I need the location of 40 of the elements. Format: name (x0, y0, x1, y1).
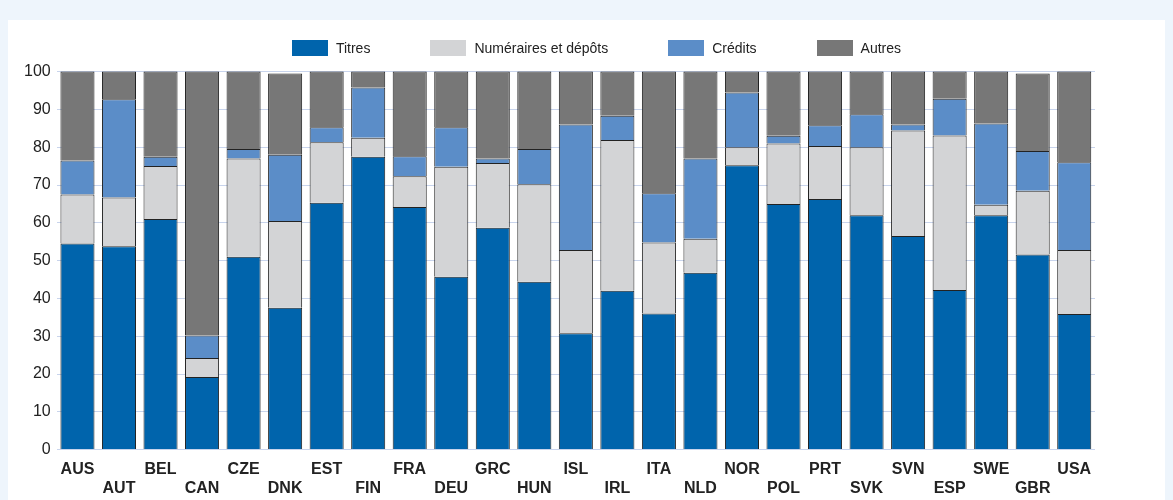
x-tick-label: HUN (516, 478, 552, 496)
y-tick-label: 90 (32, 99, 51, 117)
legend-label: Titres (335, 40, 371, 56)
x-tick-label: CZE (227, 459, 260, 477)
x-tick-label: EST (311, 459, 343, 477)
x-tick-label: DNK (267, 478, 303, 496)
y-tick-label: 30 (32, 326, 51, 344)
x-tick-label: AUT (102, 478, 136, 496)
y-tick-label: 60 (32, 213, 51, 231)
x-tick-label: NLD (684, 478, 717, 496)
x-tick-label: POL (767, 478, 801, 496)
x-tick-label: CAN (184, 478, 220, 496)
x-tick-label: AUS (60, 459, 95, 477)
x-tick-label: PRT (809, 459, 842, 477)
x-tick-label: BEL (144, 459, 177, 477)
legend-label: Autres (860, 40, 902, 56)
y-tick-label: 100 (23, 62, 51, 80)
x-tick-label: USA (1057, 459, 1092, 477)
x-tick-label: FRA (393, 459, 427, 477)
legend-label: Crédits (712, 40, 757, 56)
x-tick-label: NOR (724, 459, 761, 477)
x-tick-label: ISL (563, 459, 589, 477)
x-tick-label: SWE (972, 459, 1010, 477)
y-tick-label: 80 (32, 137, 51, 155)
legend-label: Numéraires et dépôts (474, 40, 609, 56)
y-tick-label: 0 (41, 440, 51, 458)
x-tick-label: SVN (891, 459, 925, 477)
x-tick-label: GRC (475, 459, 511, 477)
y-tick-label: 20 (32, 364, 51, 382)
y-tick-label: 70 (32, 175, 51, 193)
y-tick-label: 40 (32, 288, 51, 306)
x-tick-label: FIN (355, 478, 382, 496)
x-tick-label: GBR (1014, 478, 1051, 496)
x-tick-label: SVK (850, 478, 884, 496)
x-tick-label: ITA (646, 459, 672, 477)
x-tick-label: ESP (933, 478, 966, 496)
y-tick-label: 10 (32, 402, 51, 420)
x-tick-label: DEU (434, 478, 469, 496)
x-tick-label: IRL (604, 478, 631, 496)
y-tick-label: 50 (32, 251, 51, 269)
